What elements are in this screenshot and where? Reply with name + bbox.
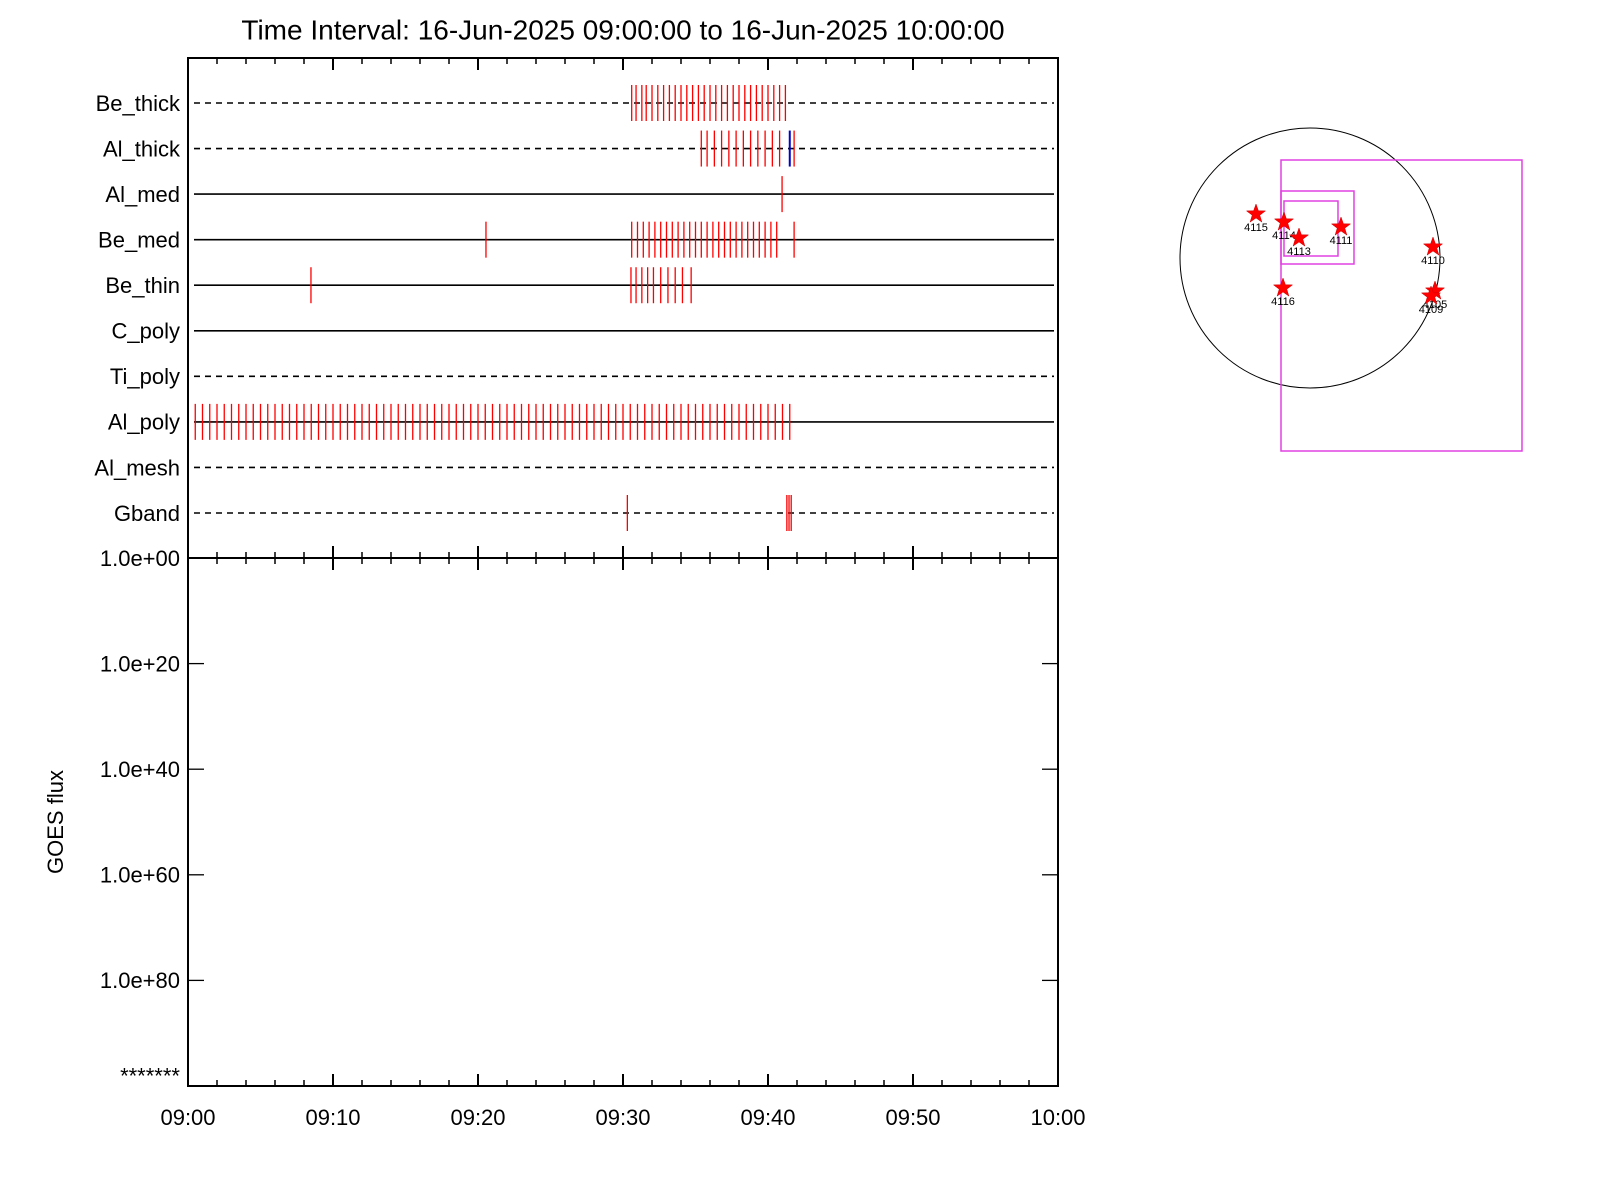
chart-title: Time Interval: 16-Jun-2025 09:00:00 to 1… xyxy=(241,14,1004,45)
row-label: Al_poly xyxy=(108,410,180,435)
bottom-panel-frame xyxy=(187,557,1059,1087)
region-label: 4113 xyxy=(1287,246,1311,258)
x-tick-label: 09:30 xyxy=(595,1105,650,1130)
row-label: Be_thick xyxy=(96,91,181,116)
row-label: Ti_poly xyxy=(110,364,180,389)
row-label: Al_thick xyxy=(103,136,181,161)
x-tick-label: 09:20 xyxy=(450,1105,505,1130)
region-label: 4111 xyxy=(1330,235,1353,247)
region-star xyxy=(1288,227,1310,247)
row-label: Be_thin xyxy=(105,273,180,298)
top-panel-frame xyxy=(187,57,1059,559)
y-tick-label: 1.0e+60 xyxy=(100,863,180,888)
region-label: 4109 xyxy=(1419,304,1443,316)
region-label: 4114 xyxy=(1272,230,1296,242)
row-label: Be_med xyxy=(98,227,180,252)
x-tick-label: 09:00 xyxy=(160,1105,215,1130)
region-star xyxy=(1245,203,1267,223)
x-tick-label: 09:50 xyxy=(885,1105,940,1130)
x-tick-label: 10:00 xyxy=(1030,1105,1085,1130)
y-tick-label: 1.0e+20 xyxy=(100,651,180,676)
row-label: Al_mesh xyxy=(94,455,180,480)
x-tick-label: 09:10 xyxy=(305,1105,360,1130)
region-star xyxy=(1273,211,1295,231)
region-star xyxy=(1272,277,1294,297)
region-star xyxy=(1422,236,1444,256)
y-tick-label: 1.0e+00 xyxy=(100,546,180,571)
region-star xyxy=(1420,285,1442,305)
row-label: Gband xyxy=(114,501,180,526)
region-label: 4110 xyxy=(1421,255,1445,267)
row-label: Al_med xyxy=(105,182,180,207)
y-tick-label: 1.0e+40 xyxy=(100,757,180,782)
region-label: 4116 xyxy=(1271,296,1295,308)
region-label: 4105 xyxy=(1423,299,1447,311)
solar-disk xyxy=(1179,127,1441,389)
fov-box xyxy=(1280,159,1523,452)
region-label: 4115 xyxy=(1244,222,1268,234)
region-star xyxy=(1330,216,1352,236)
y-axis-label: GOES flux xyxy=(43,770,68,874)
y-tick-label: 1.0e+80 xyxy=(100,968,180,993)
y-tick-label: ******* xyxy=(120,1063,180,1088)
row-label: C_poly xyxy=(112,319,180,344)
x-tick-label: 09:40 xyxy=(740,1105,795,1130)
